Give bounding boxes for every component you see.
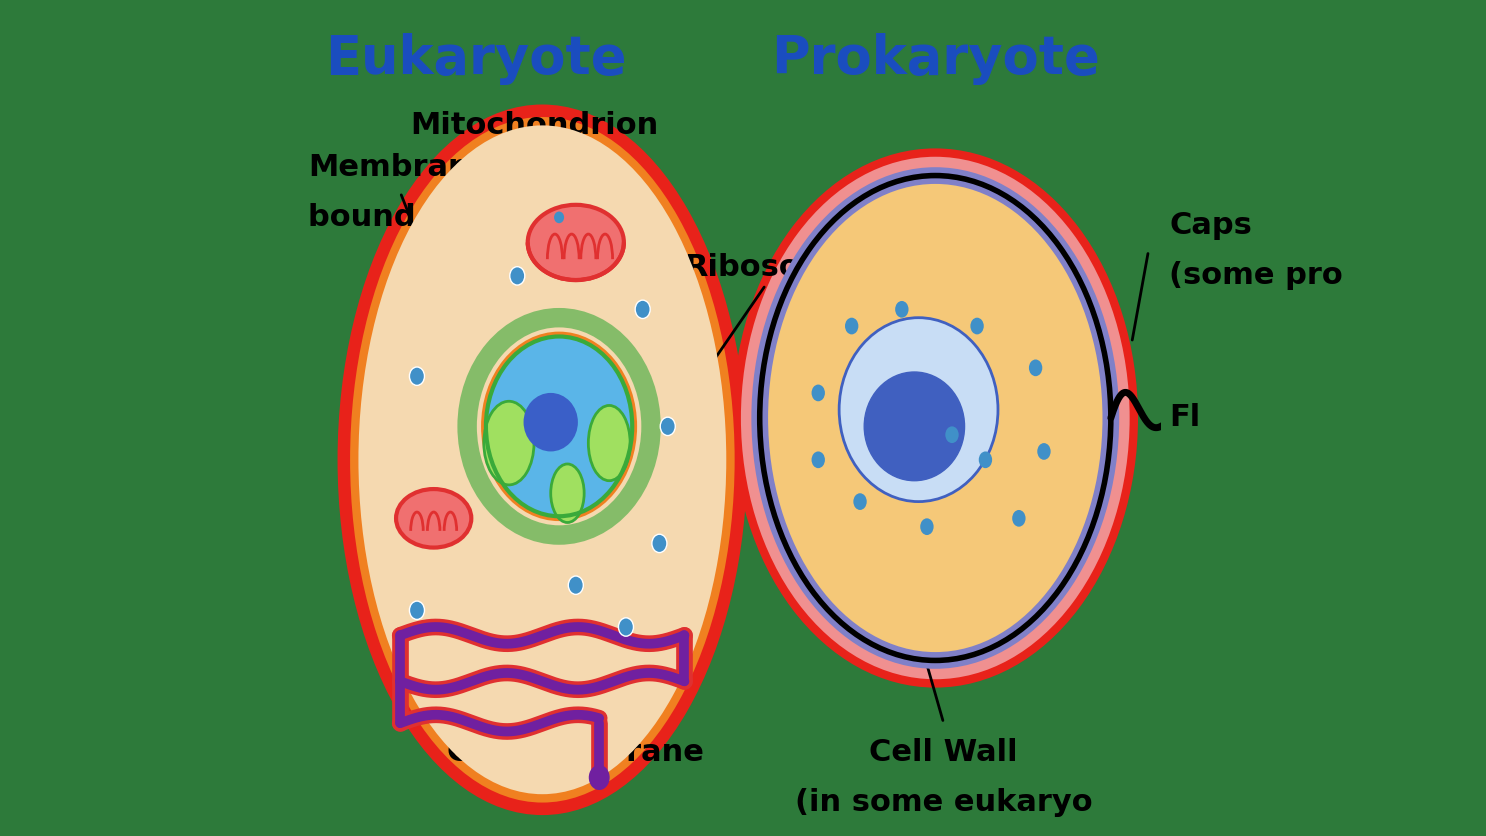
Ellipse shape [523, 393, 578, 451]
Ellipse shape [484, 334, 635, 518]
Text: Mitochondrion: Mitochondrion [410, 111, 658, 219]
Ellipse shape [945, 426, 958, 443]
Ellipse shape [588, 405, 630, 481]
Ellipse shape [351, 117, 734, 803]
Ellipse shape [865, 372, 964, 481]
Ellipse shape [920, 518, 933, 535]
Ellipse shape [742, 157, 1129, 679]
Ellipse shape [853, 493, 866, 510]
Text: Prokaryote: Prokaryote [771, 33, 1100, 84]
Text: (in some eukaryo: (in some eukaryo [795, 788, 1092, 817]
Ellipse shape [840, 318, 999, 502]
Text: Membrane-: Membrane- [308, 153, 504, 181]
Ellipse shape [528, 205, 624, 280]
Text: Caps: Caps [1169, 212, 1253, 240]
Ellipse shape [358, 125, 727, 794]
Ellipse shape [979, 451, 993, 468]
Ellipse shape [846, 318, 859, 334]
Ellipse shape [510, 267, 525, 285]
Ellipse shape [895, 301, 908, 318]
Ellipse shape [660, 417, 675, 436]
Text: bound nucleus: bound nucleus [308, 203, 559, 232]
Text: (some pro: (some pro [1169, 262, 1343, 290]
Text: Eukaryote: Eukaryote [325, 33, 626, 84]
Ellipse shape [635, 300, 651, 319]
Ellipse shape [568, 576, 584, 594]
Ellipse shape [1012, 510, 1025, 527]
Ellipse shape [551, 464, 584, 522]
Ellipse shape [811, 451, 825, 468]
Ellipse shape [588, 765, 609, 790]
Ellipse shape [1028, 359, 1042, 376]
Ellipse shape [811, 385, 825, 401]
Text: Ribosomes: Ribosomes [652, 253, 871, 449]
Ellipse shape [970, 318, 984, 334]
Ellipse shape [554, 212, 565, 223]
Ellipse shape [652, 534, 667, 553]
Ellipse shape [618, 618, 633, 636]
Text: Fl: Fl [1169, 404, 1201, 432]
Ellipse shape [397, 489, 471, 548]
Text: Nucleoid: Nucleoid [853, 253, 1002, 357]
Ellipse shape [410, 601, 425, 619]
Ellipse shape [340, 106, 744, 813]
Ellipse shape [752, 167, 1119, 669]
Ellipse shape [733, 149, 1138, 687]
Text: Cell Membrane: Cell Membrane [447, 704, 704, 767]
Text: Cell Wall: Cell Wall [869, 738, 1018, 767]
Ellipse shape [410, 367, 425, 385]
Ellipse shape [768, 184, 1103, 652]
Ellipse shape [484, 401, 533, 485]
Ellipse shape [1037, 443, 1051, 460]
